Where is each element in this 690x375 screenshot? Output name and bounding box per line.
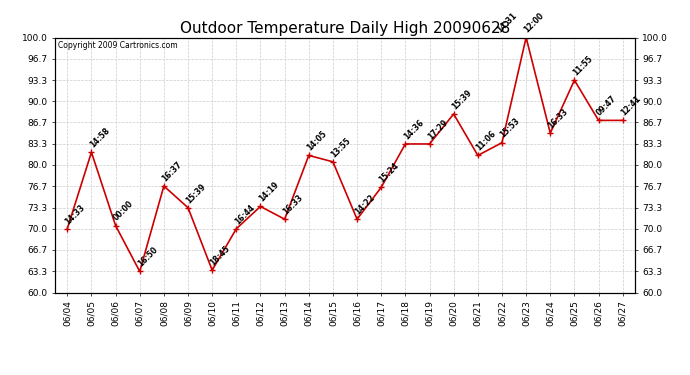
Text: 16:44: 16:44 [233,202,256,226]
Text: 16:33: 16:33 [546,107,570,130]
Text: 14:36: 14:36 [402,118,425,141]
Text: 14:33: 14:33 [63,202,87,226]
Text: 15:39: 15:39 [450,88,473,111]
Text: 15:53: 15:53 [498,117,522,140]
Text: 16:50: 16:50 [136,245,159,268]
Text: 12:00: 12:00 [522,11,546,35]
Text: 00:00: 00:00 [112,200,135,223]
Text: 12:41: 12:41 [619,94,642,118]
Text: Copyright 2009 Cartronics.com: Copyright 2009 Cartronics.com [58,41,178,50]
Text: 15:24: 15:24 [377,161,401,184]
Text: 13:55: 13:55 [329,136,353,159]
Text: 11:55: 11:55 [571,54,594,77]
Text: 11:06: 11:06 [474,129,497,153]
Text: 09:47: 09:47 [595,94,618,118]
Text: 14:22: 14:22 [353,193,377,216]
Text: 14:31: 14:31 [495,11,518,35]
Text: 16:33: 16:33 [281,193,304,216]
Text: 17:29: 17:29 [426,118,449,141]
Title: Outdoor Temperature Daily High 20090628: Outdoor Temperature Daily High 20090628 [180,21,510,36]
Text: 14:58: 14:58 [88,126,111,150]
Text: 18:45: 18:45 [208,244,232,267]
Text: 14:19: 14:19 [257,180,280,204]
Text: 15:39: 15:39 [184,182,208,205]
Text: 16:37: 16:37 [160,160,184,183]
Text: 14:05: 14:05 [305,129,328,153]
